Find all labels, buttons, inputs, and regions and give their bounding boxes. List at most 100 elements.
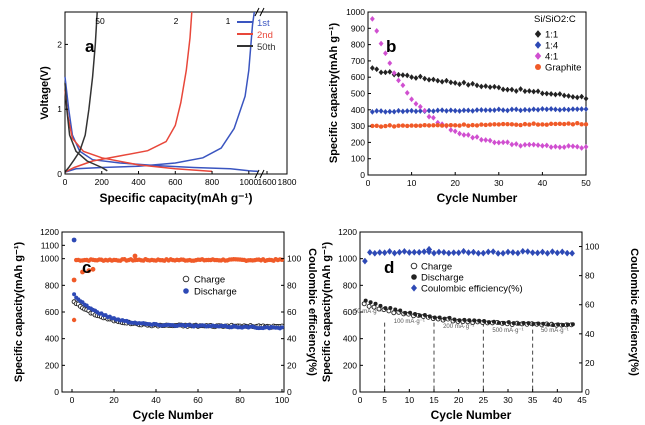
panel-b-ytick-label: 800: [351, 40, 365, 50]
panel-b-point-1:4: [518, 107, 524, 114]
panel-d-point-efficiency: [549, 248, 556, 256]
panel-b-legend-label: 1:1: [545, 30, 558, 41]
panel-c-xtick-label: 20: [109, 395, 119, 405]
panel-b-point-4:1: [535, 142, 541, 149]
panel-b-point-4:1: [391, 70, 397, 76]
panel-b-point-Graphite: [470, 122, 475, 128]
panel-a-legend-label: 50th: [257, 42, 276, 53]
panel-b-point-4:1: [557, 144, 563, 151]
panel-d-point-Charge: [366, 303, 372, 309]
panel-b-point-1:1: [417, 73, 423, 80]
panel-b-point-Graphite: [544, 122, 549, 127]
panel-b-point-1:1: [583, 95, 589, 102]
panel-a-legend-label: 1st: [257, 18, 270, 29]
panel-d-rate-labels: 50 mA·g⁻¹ 100 mA·g⁻¹ 200 mA·g⁻¹ 500 mA·g⁻¹ 5…: [354, 309, 569, 334]
panel-b-legend-label: 1:4: [545, 41, 558, 52]
panel-d-point-Discharge: [422, 313, 427, 318]
panel-a-xtick-label: 0: [63, 177, 68, 187]
panel-a-axis-break-mark: [259, 7, 265, 17]
panel-c-legend-label: Charge: [194, 275, 225, 286]
panel-c-xtick-label: 100: [275, 395, 289, 405]
panel-d-point-efficiency: [510, 249, 516, 256]
panel-b-point-Graphite: [431, 123, 436, 128]
panel-c-point-efficiency-outlier: [132, 253, 138, 259]
panel-b-point-1:1: [574, 94, 580, 101]
panel-a-ytick-label: 2: [57, 39, 62, 49]
panel-a-xtick-label: 400: [131, 177, 145, 187]
panel-c: c Specific capacity(mAh g⁻¹) Coulombic e…: [13, 227, 318, 422]
panel-d-point-Discharge: [467, 318, 472, 323]
panel-d-point-Discharge: [373, 301, 378, 306]
panel-b-point-1:1: [557, 91, 563, 97]
panel-a-axis-break-mark: [254, 7, 260, 17]
panel-b-point-1:1: [483, 83, 489, 90]
panel-b-point-4:1: [579, 145, 585, 151]
panel-b-point-1:1: [487, 84, 493, 91]
panel-b-point-1:4: [483, 107, 489, 114]
panel-b-point-4:1: [570, 143, 576, 150]
panel-b-point-1:4: [496, 106, 502, 113]
panel-c-ytick-label: 200: [45, 360, 59, 370]
panel-b-point-4:1: [404, 89, 410, 96]
panel-a-curve-labels: 50 2 1: [95, 16, 230, 26]
panel-c-ytick-label: 0: [54, 387, 59, 397]
panel-b-point-1:4: [487, 107, 493, 114]
panel-c-point-efficiency-outlier: [71, 237, 77, 243]
panel-d-y2tick-label: 100: [585, 242, 599, 252]
panel-a-axis-break-mark: [254, 169, 260, 179]
panel-b-point-Graphite: [444, 123, 449, 128]
panel-b-point-1:4: [553, 106, 558, 113]
panel-b-point-1:1: [430, 76, 436, 83]
panel-a-xtick-label: 600: [168, 177, 182, 187]
panel-d-ytick-label: 600: [343, 307, 357, 317]
panel-b-point-1:1: [378, 69, 384, 76]
panel-a-ytick-label: 0: [57, 169, 62, 179]
panel-b-point-Graphite: [509, 122, 515, 127]
panel-b-ytick-label: 700: [351, 56, 365, 66]
panel-d-xtick-label: 45: [577, 395, 587, 405]
panel-b-point-4:1: [583, 143, 589, 150]
panel-d-point-Discharge: [398, 308, 403, 313]
panel-d-point-efficiency: [529, 249, 536, 257]
panel-c-ylabel: Specific capacity(mAh g⁻¹): [13, 242, 25, 383]
panel-b-point-1:4: [457, 108, 463, 114]
panel-b-point-4:1: [478, 136, 484, 143]
panel-b-point-4:1: [500, 139, 506, 146]
panel-b-point-1:1: [561, 92, 567, 99]
panel-d-point-Discharge: [452, 317, 457, 322]
panel-c-point-efficiency-outlier: [71, 277, 77, 283]
panel-b-point-Graphite: [409, 123, 414, 128]
panel-b-point-4:1: [426, 113, 432, 120]
panel-d-y2ticks: 0 20 40 60 80 100: [579, 242, 599, 397]
panel-b-point-1:4: [574, 106, 580, 113]
panel-c-ytick-label: 800: [45, 280, 59, 290]
panel-b-point-Graphite: [479, 122, 484, 127]
panel-b-point-1:4: [448, 107, 454, 114]
panel-d-point-Discharge: [511, 321, 516, 326]
panel-d-point-efficiency: [367, 248, 373, 256]
panel-d-point-Discharge: [393, 307, 398, 312]
panel-b-point-Graphite: [514, 122, 519, 127]
panel-d: d Specific capacity(mAh g⁻¹) Coulombic e…: [321, 227, 640, 422]
panel-d-legend-marker: [411, 274, 417, 280]
panel-b-point-1:1: [570, 93, 576, 100]
panel-d-point-efficiency: [465, 249, 472, 257]
panel-b-point-1:1: [435, 77, 441, 84]
panel-d-point-efficiency: [381, 249, 388, 257]
panel-d-point-efficiency: [485, 248, 492, 256]
panel-a-ylabel: Voltage(V): [39, 66, 51, 120]
panel-b-point-1:4: [491, 107, 497, 114]
panel-d-point-Discharge: [536, 321, 541, 326]
panel-d-point-Discharge: [541, 321, 546, 326]
panel-b-point-1:4: [583, 106, 589, 113]
panel-b-point-Graphite: [383, 123, 388, 129]
panel-b-xtick-label: 30: [494, 178, 504, 188]
panel-d-point-efficiency: [416, 248, 423, 256]
panel-d-xtick-label: 35: [528, 395, 538, 405]
panel-d-point-efficiency: [519, 247, 526, 255]
panel-d-xtick-label: 5: [382, 395, 387, 405]
panel-b-point-4:1: [496, 139, 502, 146]
panel-d-point-efficiency: [500, 249, 506, 257]
panel-b-point-1:1: [374, 66, 380, 73]
